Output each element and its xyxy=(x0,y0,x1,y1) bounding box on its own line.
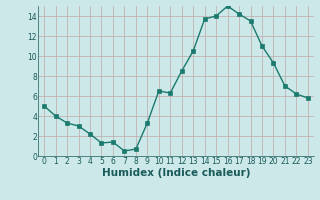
X-axis label: Humidex (Indice chaleur): Humidex (Indice chaleur) xyxy=(102,168,250,178)
